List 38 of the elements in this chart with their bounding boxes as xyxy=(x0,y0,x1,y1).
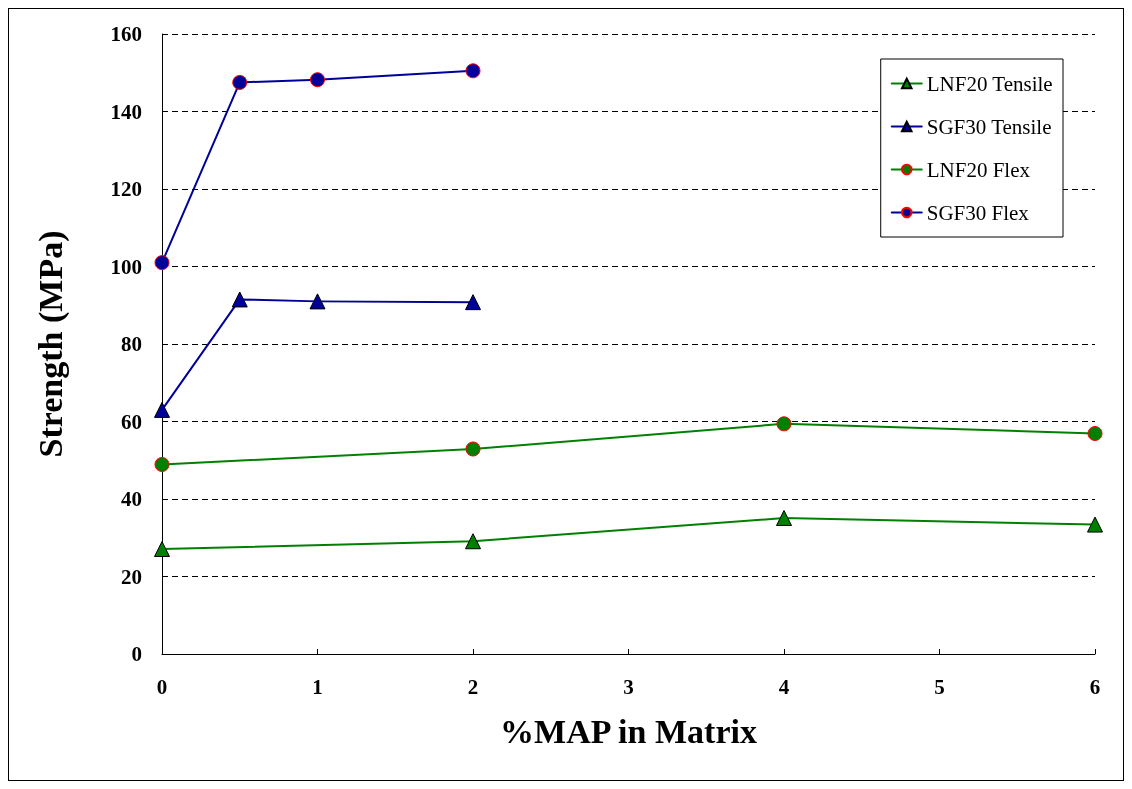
point xyxy=(465,63,481,79)
legend-label: LNF20 Flex xyxy=(926,157,1031,182)
x-tick-label: 5 xyxy=(934,674,945,699)
y-tick-label: 100 xyxy=(110,254,142,279)
legend-label: SGF30 Tensile xyxy=(926,114,1052,139)
x-tick-label: 4 xyxy=(778,674,790,699)
legend-label: SGF30 Flex xyxy=(926,200,1030,225)
point xyxy=(776,509,792,526)
point xyxy=(465,533,481,550)
point xyxy=(232,74,248,90)
y-tick-label: 80 xyxy=(121,332,142,356)
y-tick-label: 120 xyxy=(110,177,142,201)
y-tick-label: 160 xyxy=(110,22,142,46)
point xyxy=(1087,426,1103,442)
x-tick-label: 6 xyxy=(1089,674,1101,699)
point xyxy=(309,293,326,310)
y-tick-label: 20 xyxy=(121,564,142,589)
legend-label: LNF20 Tensile xyxy=(926,71,1053,96)
x-tick-label: 2 xyxy=(467,674,479,699)
x-tick-label: 3 xyxy=(623,674,634,699)
x-tick-label: 0 xyxy=(156,674,168,699)
x-axis-title: %MAP in Matrix xyxy=(500,712,757,750)
point xyxy=(465,441,481,457)
y-tick-label: 140 xyxy=(110,99,142,124)
point xyxy=(310,72,325,88)
point xyxy=(154,401,170,418)
point xyxy=(1087,516,1103,533)
point xyxy=(776,416,792,432)
point xyxy=(154,540,170,557)
x-tick-label: 1 xyxy=(312,674,323,699)
point xyxy=(154,255,170,271)
point xyxy=(231,291,248,308)
point xyxy=(465,294,481,311)
point xyxy=(154,457,170,473)
y-axis-title: Strength (MPa) xyxy=(31,230,70,458)
y-tick-label: 60 xyxy=(121,409,142,434)
y-tick-label: 40 xyxy=(121,487,142,511)
y-tick-label: 0 xyxy=(131,642,142,666)
